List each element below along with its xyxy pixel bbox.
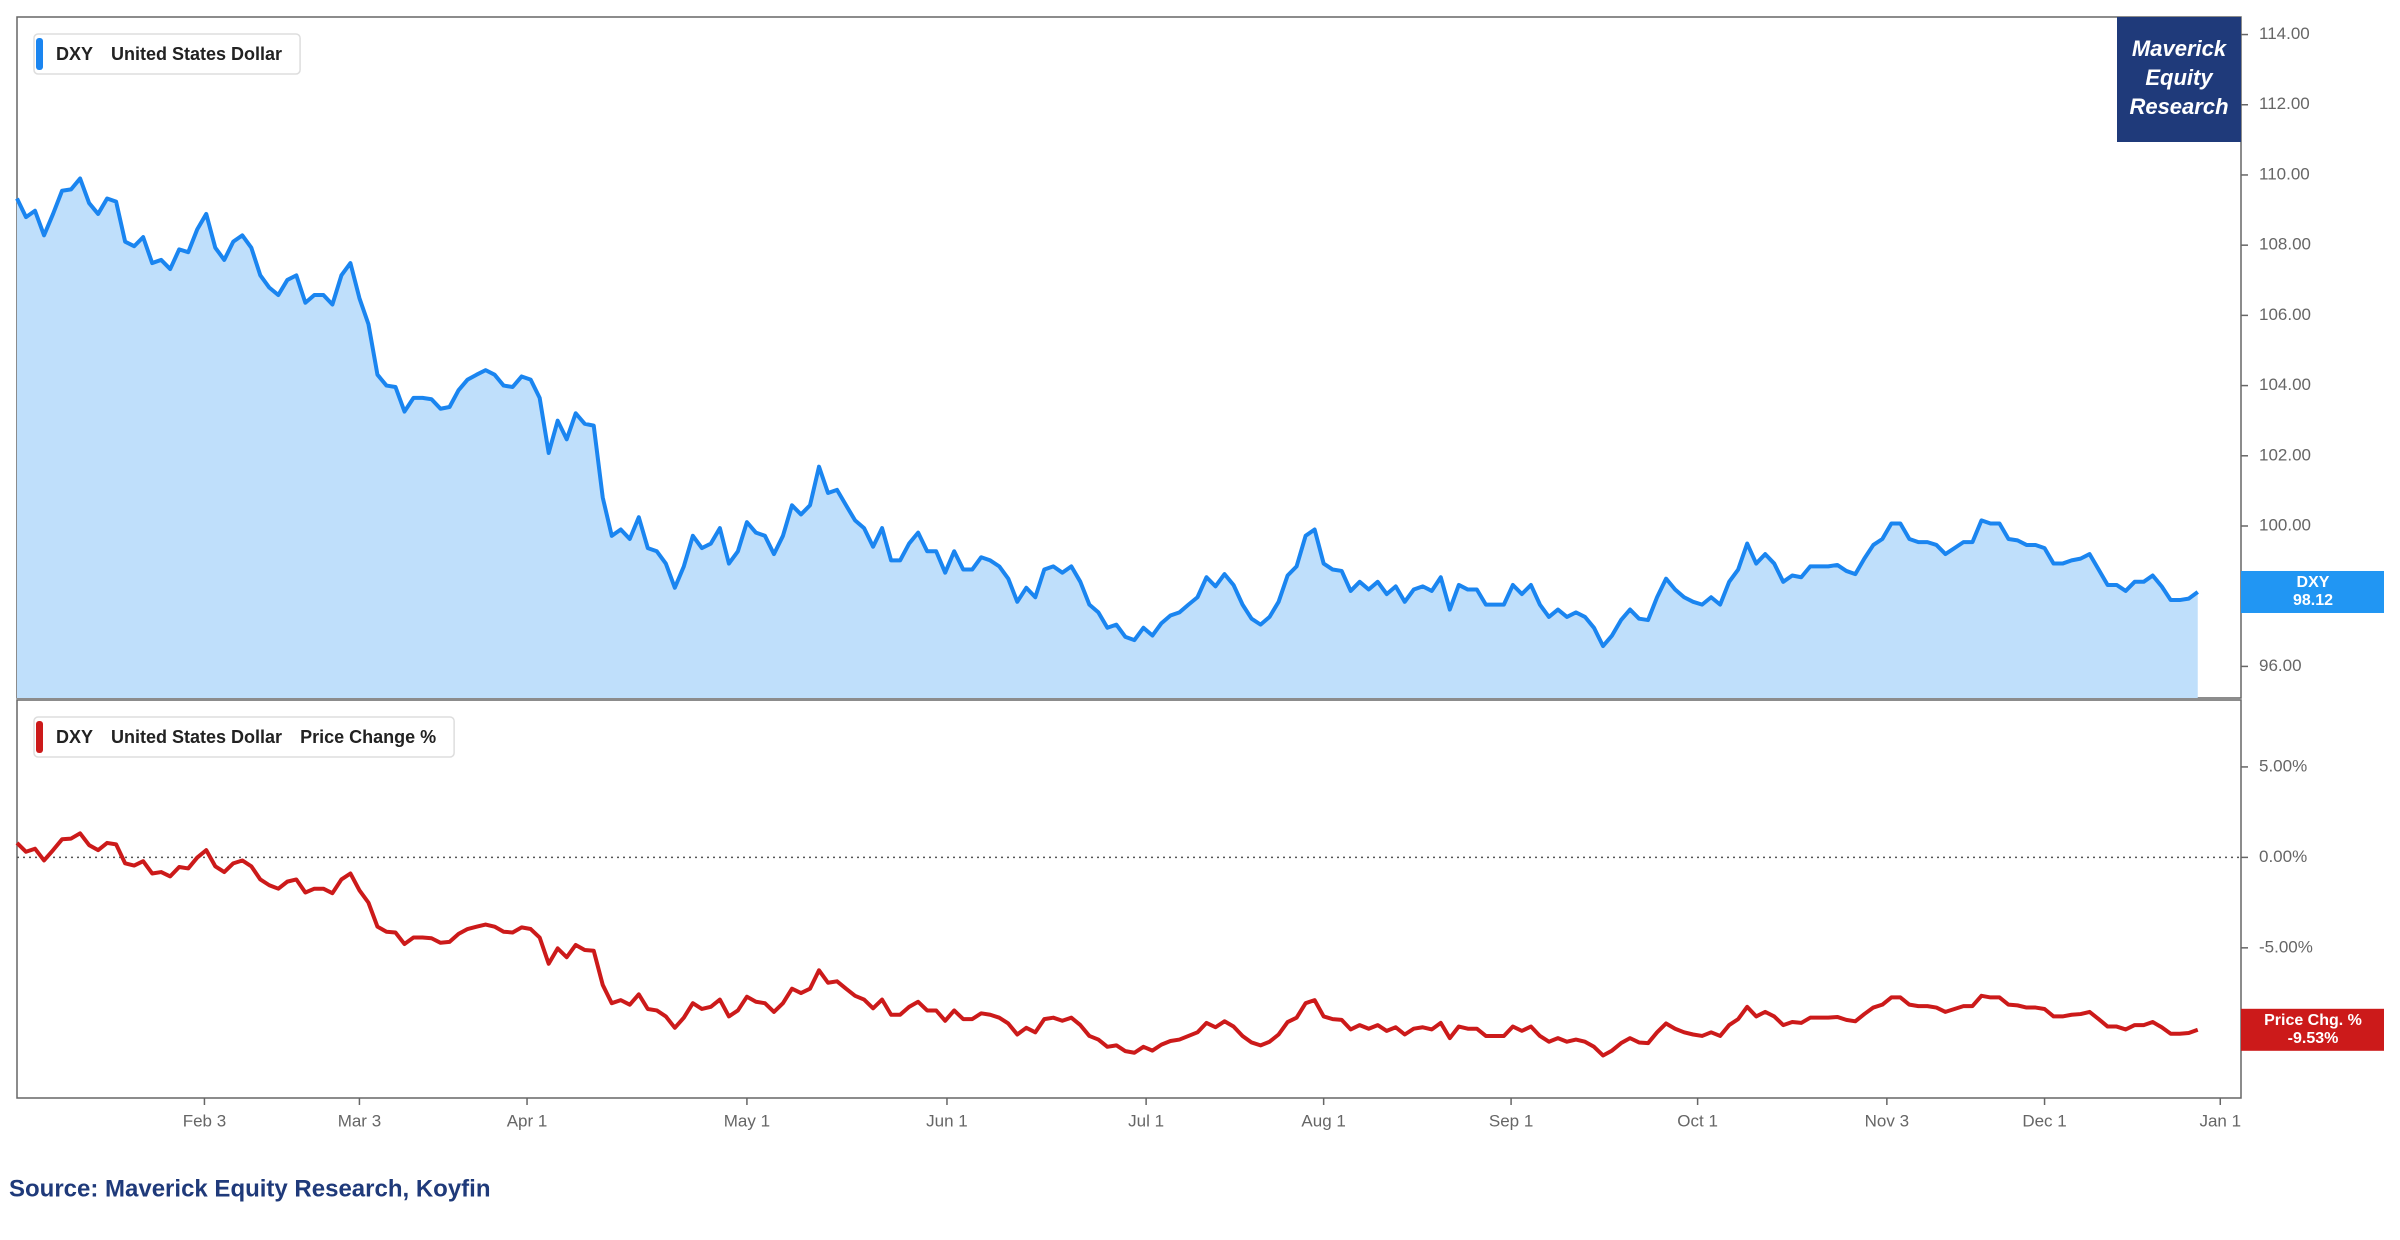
- x-tick-label: Nov 3: [1865, 1111, 1909, 1130]
- y-tick-label: -5.00%: [2259, 937, 2313, 956]
- y-tick-label: 114.00: [2259, 24, 2310, 43]
- x-tick-label: Jun 1: [926, 1111, 968, 1130]
- value-tag: [2241, 1008, 2384, 1051]
- y-tick-label: 102.00: [2259, 445, 2311, 464]
- x-tick-label: Apr 1: [507, 1111, 548, 1130]
- y-tick-label: 108.00: [2259, 235, 2311, 254]
- x-tick-label: May 1: [724, 1111, 770, 1130]
- y-tick-label: 0.00%: [2259, 847, 2307, 866]
- branding-text: Maverick: [2132, 36, 2228, 61]
- branding-text: Research: [2129, 94, 2228, 119]
- x-tick-label: Feb 3: [183, 1111, 226, 1130]
- source-note: Source: Maverick Equity Research, Koyfin: [9, 1175, 491, 1202]
- x-tick-label: Sep 1: [1489, 1111, 1533, 1130]
- legend: DXY United States Dollar: [33, 33, 301, 75]
- branding-box: [2117, 17, 2241, 142]
- legend-ticker: DXY: [56, 727, 93, 747]
- line: [15, 831, 2199, 1058]
- legend-indicator: Price Change %: [300, 727, 436, 747]
- value-tag-value: -9.53%: [2288, 1030, 2339, 1047]
- x-tick-label: Jan 1: [2199, 1111, 2241, 1130]
- branding-text: Equity: [2145, 65, 2214, 90]
- y-tick-label: 100.00: [2259, 515, 2311, 534]
- legend-box: [33, 716, 455, 758]
- y-tick-label: 112.00: [2259, 94, 2310, 113]
- y-tick-label: 104.00: [2259, 375, 2311, 394]
- legend: DXY United States Dollar Price Change %: [33, 716, 455, 758]
- legend-swatch: [36, 721, 43, 753]
- legend-ticker: DXY: [56, 44, 93, 64]
- x-tick-label: Jul 1: [1128, 1111, 1164, 1130]
- legend-name: United States Dollar: [111, 727, 282, 747]
- y-tick-label: 106.00: [2259, 305, 2311, 324]
- value-tag-value: 98.12: [2293, 592, 2333, 609]
- line: [15, 176, 2199, 649]
- y-tick-label: 5.00%: [2259, 756, 2307, 775]
- legend-box: [33, 33, 301, 75]
- value-tag: [2241, 570, 2384, 613]
- y-tick-label: 110.00: [2259, 164, 2310, 183]
- y-tick-label: 96.00: [2259, 656, 2302, 675]
- x-tick-label: Dec 1: [2022, 1111, 2066, 1130]
- x-tick-label: Aug 1: [1301, 1111, 1345, 1130]
- area-fill: [17, 178, 2198, 699]
- value-tag-title: Price Chg. %: [2264, 1012, 2362, 1029]
- x-tick-label: Oct 1: [1677, 1111, 1718, 1130]
- legend-swatch: [36, 38, 43, 70]
- panel-frame: [16, 699, 2242, 1099]
- legend-name: United States Dollar: [111, 44, 282, 64]
- x-tick-label: Mar 3: [338, 1111, 381, 1130]
- value-tag-title: DXY: [2297, 574, 2330, 591]
